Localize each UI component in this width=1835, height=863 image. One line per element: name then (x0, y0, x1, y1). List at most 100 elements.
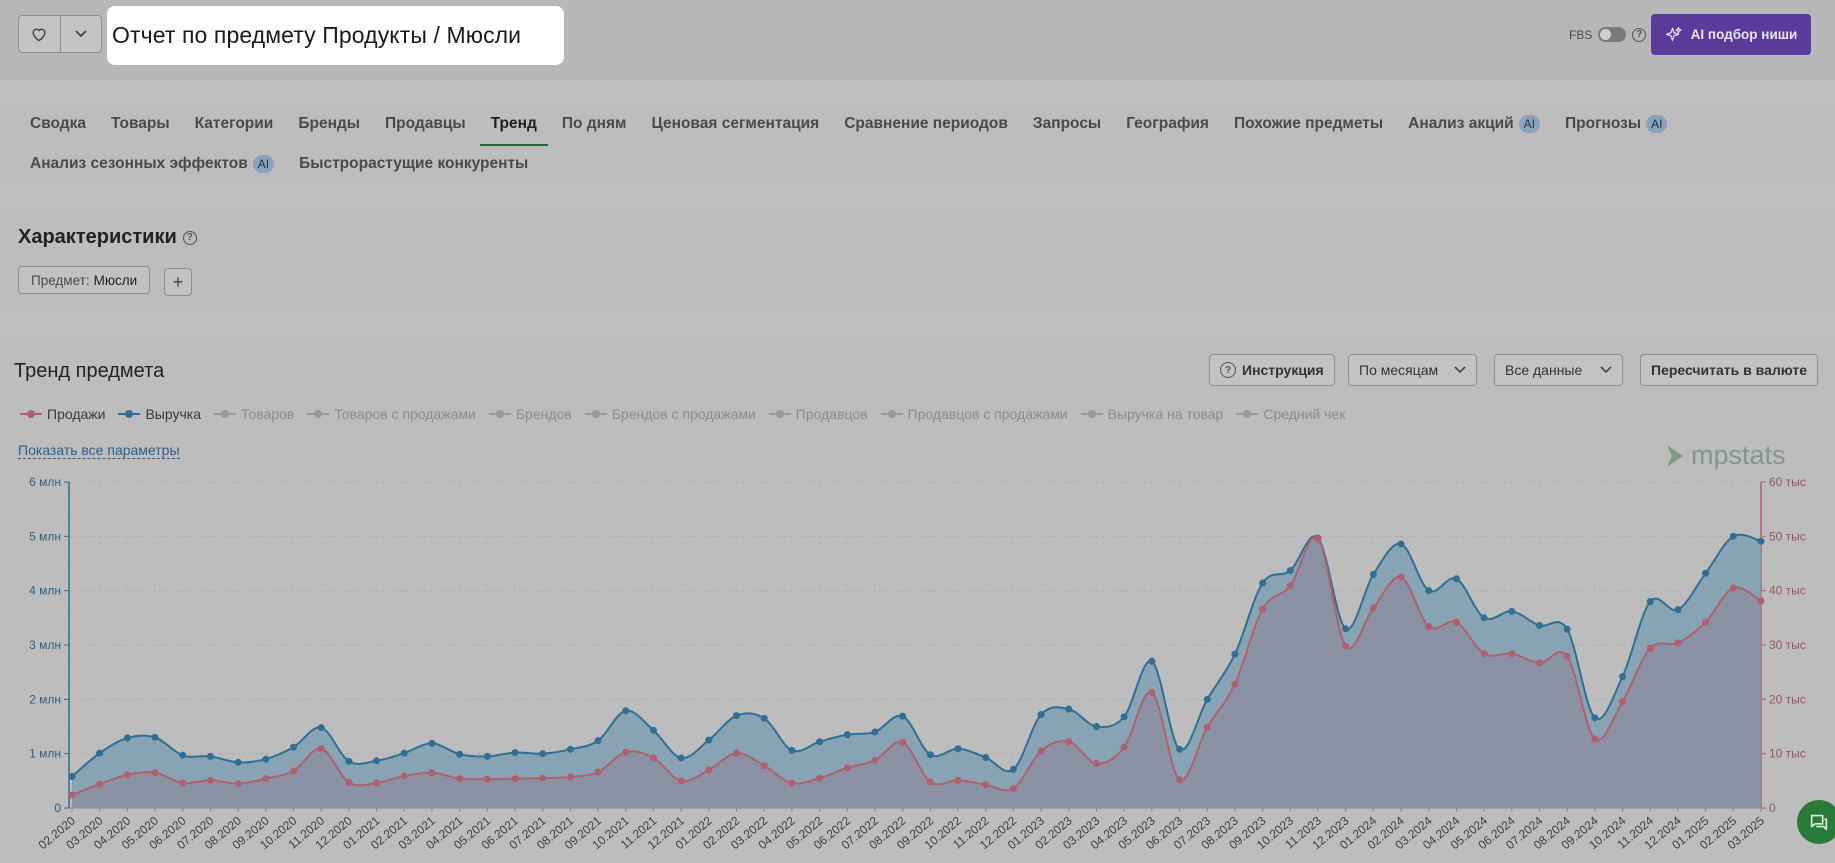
revenue-point (179, 751, 187, 759)
revenue-point (1369, 570, 1377, 578)
revenue-point (234, 758, 242, 766)
sales-point (1508, 650, 1516, 658)
tab-14[interactable]: Прогнозы AI (1565, 104, 1668, 144)
legend-marker-icon (584, 410, 607, 418)
revenue-point (1120, 713, 1128, 721)
sales-point (1092, 759, 1100, 767)
legend-item-4[interactable]: Товаров с продажами (307, 406, 476, 422)
legend-item-7[interactable]: Продавцов (768, 406, 868, 422)
sales-point (1342, 642, 1350, 650)
tab-label: Ценовая сегментация (651, 115, 820, 132)
legend-item-6[interactable]: Брендов с продажами (584, 406, 756, 422)
add-filter-button[interactable]: + (164, 268, 192, 296)
characteristics-heading: Характеристики ? (18, 226, 197, 249)
revenue-point (1480, 614, 1488, 622)
tab-label: Похожие предметы (1233, 115, 1384, 132)
tab-7[interactable]: По дням (562, 104, 627, 144)
revenue-point (677, 754, 685, 762)
favorite-dropdown-button[interactable] (61, 16, 102, 52)
instruction-button[interactable]: ? Инструкция (1209, 354, 1335, 386)
sales-point (622, 748, 630, 756)
period-select[interactable]: По месяцам (1348, 354, 1477, 386)
y-left-tick-label: 2 млн (29, 692, 61, 706)
tab-2[interactable]: Товары (111, 104, 170, 144)
period-value: По месяцам (1359, 362, 1439, 378)
show-all-params-link[interactable]: Показать все параметры (18, 442, 180, 459)
revenue-point (1286, 567, 1294, 575)
legend-label: Товаров с продажами (334, 406, 476, 422)
revenue-point (954, 745, 962, 753)
sales-point (1480, 650, 1488, 658)
revenue-point (594, 737, 602, 745)
help-icon: ? (1220, 362, 1236, 378)
sales-point (1729, 584, 1737, 592)
sales-point (428, 769, 436, 777)
sales-point (760, 762, 768, 770)
tab-8[interactable]: Ценовая сегментация (651, 104, 819, 144)
revenue-point (345, 757, 353, 765)
tab-3[interactable]: Категории (195, 104, 274, 144)
revenue-point (705, 736, 713, 744)
sales-point (179, 779, 187, 787)
legend-item-5[interactable]: Брендов (488, 406, 572, 422)
fbs-label: FBS (1569, 27, 1593, 42)
sales-point (68, 791, 76, 799)
ai-badge: AI (252, 155, 275, 173)
sales-point (511, 775, 519, 783)
sales-point (345, 778, 353, 786)
revenue-point (262, 755, 270, 763)
subject-filter-chip[interactable]: Предмет: Мюсли (18, 266, 151, 294)
legend-marker-icon (20, 410, 42, 418)
ai-niche-button[interactable]: AI подбор ниши (1651, 14, 1811, 55)
revenue-point (1729, 532, 1737, 540)
sales-point (96, 780, 104, 788)
tab-9[interactable]: Сравнение периодов (844, 104, 1008, 144)
legend-item-2[interactable]: Выручка (118, 406, 201, 422)
tab-1[interactable]: Анализ сезонных эффектов AI (30, 144, 275, 184)
tab-label: Товары (111, 115, 170, 132)
tab-13[interactable]: Анализ акций AI (1408, 104, 1541, 144)
legend-marker-icon (1236, 410, 1259, 418)
favorite-button[interactable] (19, 16, 61, 52)
sales-point (262, 775, 270, 783)
sales-point (1314, 535, 1322, 543)
legend-label: Продавцов с продажами (907, 406, 1068, 422)
tab-10[interactable]: Запросы (1033, 104, 1101, 144)
tab-2[interactable]: Быстрорастущие конкуренты (299, 144, 528, 184)
legend-item-8[interactable]: Продавцов с продажами (880, 406, 1068, 422)
legend-marker-icon (880, 410, 903, 418)
tab-4[interactable]: Бренды (298, 104, 360, 144)
revenue-point (1757, 537, 1765, 545)
tab-6[interactable]: Тренд (479, 104, 549, 146)
currency-convert-button[interactable]: Пересчитать в валюте (1640, 354, 1819, 386)
legend-item-3[interactable]: Товаров (214, 406, 294, 422)
sales-point (1563, 652, 1571, 660)
sales-point (954, 776, 962, 784)
fbs-toggle[interactable] (1598, 27, 1627, 42)
legend-item-1[interactable]: Продажи (20, 406, 105, 422)
sales-point (1535, 659, 1543, 667)
revenue-point (649, 726, 657, 734)
trend-title: Тренд предмета (14, 360, 165, 382)
y-left-tick-label: 3 млн (29, 638, 61, 652)
sparkle-icon (1665, 26, 1682, 41)
tab-1[interactable]: Сводка (30, 104, 86, 144)
help-icon[interactable]: ? (182, 230, 197, 245)
tab-label: Анализ сезонных эффектов (30, 155, 248, 172)
revenue-point (1176, 745, 1184, 753)
sales-point (1757, 597, 1765, 605)
chat-button[interactable] (1797, 800, 1835, 844)
revenue-point (1674, 606, 1682, 614)
tab-5[interactable]: Продавцы (385, 104, 466, 144)
help-icon[interactable]: ? (1632, 27, 1647, 42)
data-range-select[interactable]: Все данные (1494, 354, 1623, 386)
sales-point (1702, 618, 1710, 626)
tab-12[interactable]: Похожие предметы (1234, 104, 1383, 144)
sales-point (1009, 784, 1017, 792)
legend-item-9[interactable]: Выручка на товар (1080, 406, 1223, 422)
revenue-point (1148, 657, 1156, 665)
sales-point (373, 779, 381, 787)
legend-item-10[interactable]: Средний чек (1236, 406, 1345, 422)
tab-11[interactable]: География (1126, 104, 1209, 144)
sales-point (539, 774, 547, 782)
